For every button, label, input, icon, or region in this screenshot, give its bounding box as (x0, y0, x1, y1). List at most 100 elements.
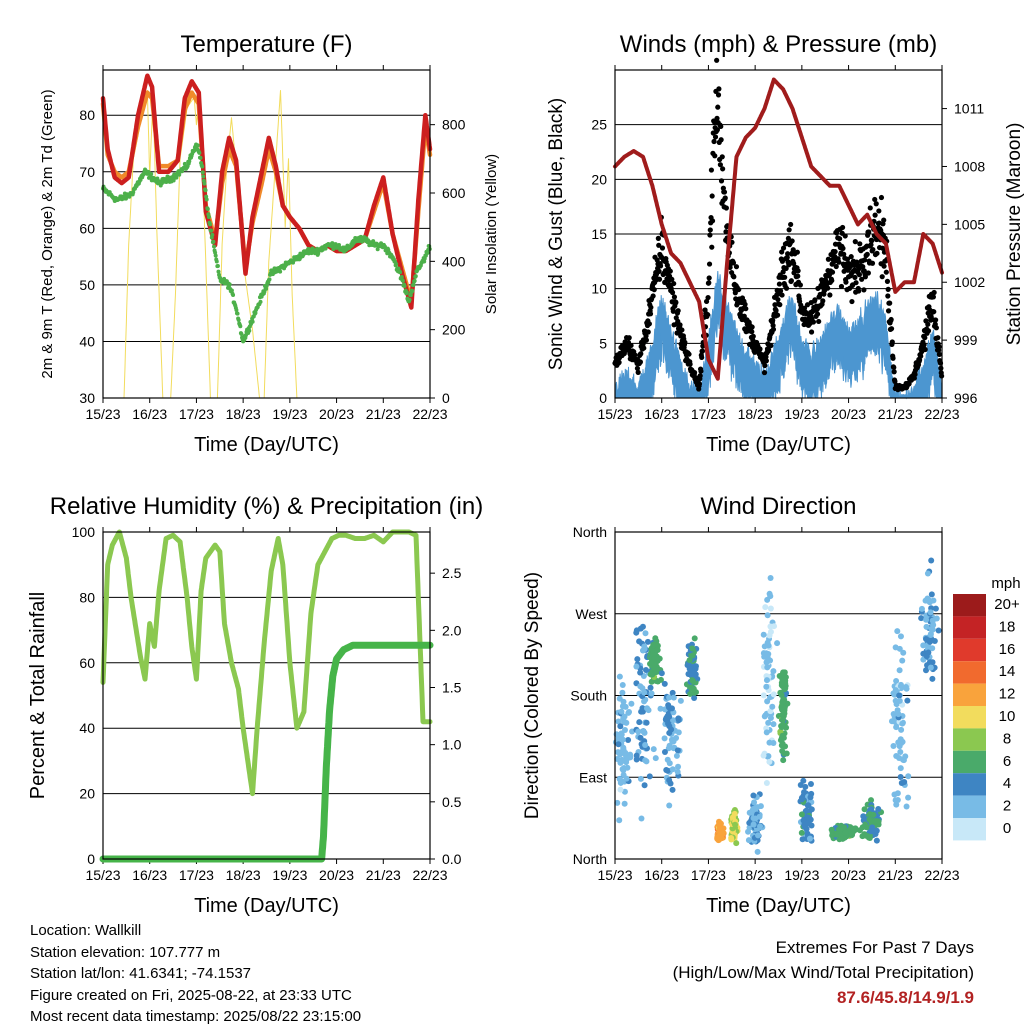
direction-point (648, 678, 655, 685)
direction-point (641, 643, 648, 650)
dewpoint-point (258, 299, 263, 304)
gust-point (888, 316, 894, 323)
direction-point (892, 797, 899, 804)
direction-point (888, 718, 895, 725)
gust-point (731, 274, 737, 280)
y2-tick-label: 1.0 (442, 737, 462, 753)
colorbar-label: 12 (999, 686, 1016, 703)
direction-point (893, 677, 900, 684)
direction-point (641, 782, 648, 789)
direction-point (745, 828, 752, 835)
direction-point (806, 835, 813, 842)
gust-point (718, 178, 725, 184)
y2-tick-label: 0.5 (442, 794, 462, 810)
gust-point (891, 364, 897, 371)
direction-point (642, 742, 649, 749)
direction-point (619, 682, 626, 689)
x-tick-label: 21/23 (366, 867, 401, 883)
direction-point (732, 821, 739, 828)
direction-point (765, 719, 772, 726)
gust-point (935, 335, 941, 341)
direction-point (755, 832, 762, 839)
dewpoint-point (213, 250, 218, 255)
direction-point (644, 638, 651, 645)
direction-point (686, 657, 693, 664)
colorbar-swatch (953, 773, 986, 796)
direction-point (806, 815, 813, 822)
y-tick-label: South (570, 688, 607, 704)
direction-point (868, 819, 875, 826)
x-tick-label: 22/23 (924, 867, 959, 883)
direction-point (763, 677, 770, 684)
direction-point (658, 670, 665, 677)
direction-point (896, 645, 903, 652)
x-tick-label: 15/23 (597, 867, 632, 883)
dewpoint-point (214, 259, 219, 264)
direction-point (760, 752, 767, 759)
temperature-panel: Temperature (F)3040506070800200400600800… (39, 31, 500, 456)
direction-point (766, 758, 773, 765)
direction-point (654, 642, 661, 649)
gust-point (709, 244, 715, 250)
gust-point (889, 339, 895, 345)
dewpoint-point (149, 172, 154, 177)
x-tick-label: 15/23 (597, 406, 632, 422)
direction-point (745, 837, 752, 844)
direction-point (798, 829, 805, 836)
direction-point (928, 591, 935, 598)
direction-point (622, 749, 629, 756)
direction-point (621, 800, 628, 807)
direction-point (892, 687, 899, 694)
colorbar-swatch (953, 750, 986, 774)
gust-point (820, 298, 826, 304)
extremes-title: Extremes For Past 7 Days (775, 938, 974, 957)
direction-point (899, 657, 906, 664)
direction-point (718, 830, 725, 837)
direction-point (896, 743, 903, 750)
direction-point (928, 557, 935, 564)
colorbar-label: 8 (1003, 730, 1011, 747)
gust-point (869, 260, 876, 266)
direction-point (782, 743, 789, 750)
x-tick-label: 16/23 (644, 867, 679, 883)
direction-point (750, 806, 757, 813)
direction-point (897, 773, 904, 780)
gust-point (848, 254, 854, 260)
direction-point (875, 806, 882, 813)
direction-point (669, 786, 676, 793)
gust-point (714, 115, 720, 121)
gust-point (862, 257, 868, 263)
direction-point (716, 818, 723, 825)
gust-point (671, 280, 677, 287)
direction-point (652, 755, 659, 762)
direction-point (689, 645, 696, 652)
direction-point (763, 729, 770, 736)
y2-tick-label: 0.0 (442, 851, 462, 867)
gust-point (810, 319, 817, 325)
x-tick-label: 20/23 (319, 867, 354, 883)
gust-point (770, 326, 777, 332)
y2-tick-label: 200 (442, 322, 466, 338)
dewpoint-point (250, 319, 255, 324)
direction-point (648, 690, 655, 697)
gust-point (706, 280, 712, 286)
direction-point (617, 759, 624, 766)
dewpoint-point (267, 277, 272, 282)
y2-tick-label: 1008 (954, 158, 985, 174)
y2-tick-label: 1011 (954, 101, 984, 117)
direction-point (617, 723, 624, 730)
gust-point (657, 263, 664, 269)
direction-point (801, 789, 808, 796)
direction-point (637, 734, 644, 741)
direction-point (669, 738, 676, 745)
direction-point (896, 697, 903, 704)
gust-point (761, 370, 768, 376)
direction-point (647, 684, 654, 691)
colorbar-swatch (953, 795, 986, 818)
y2-tick-label: 400 (442, 253, 466, 269)
direction-point (895, 711, 902, 718)
x-tick-label: 19/23 (272, 867, 307, 883)
dewpoint-point (209, 228, 214, 233)
gust-point (797, 282, 803, 288)
gust-point (832, 249, 838, 255)
